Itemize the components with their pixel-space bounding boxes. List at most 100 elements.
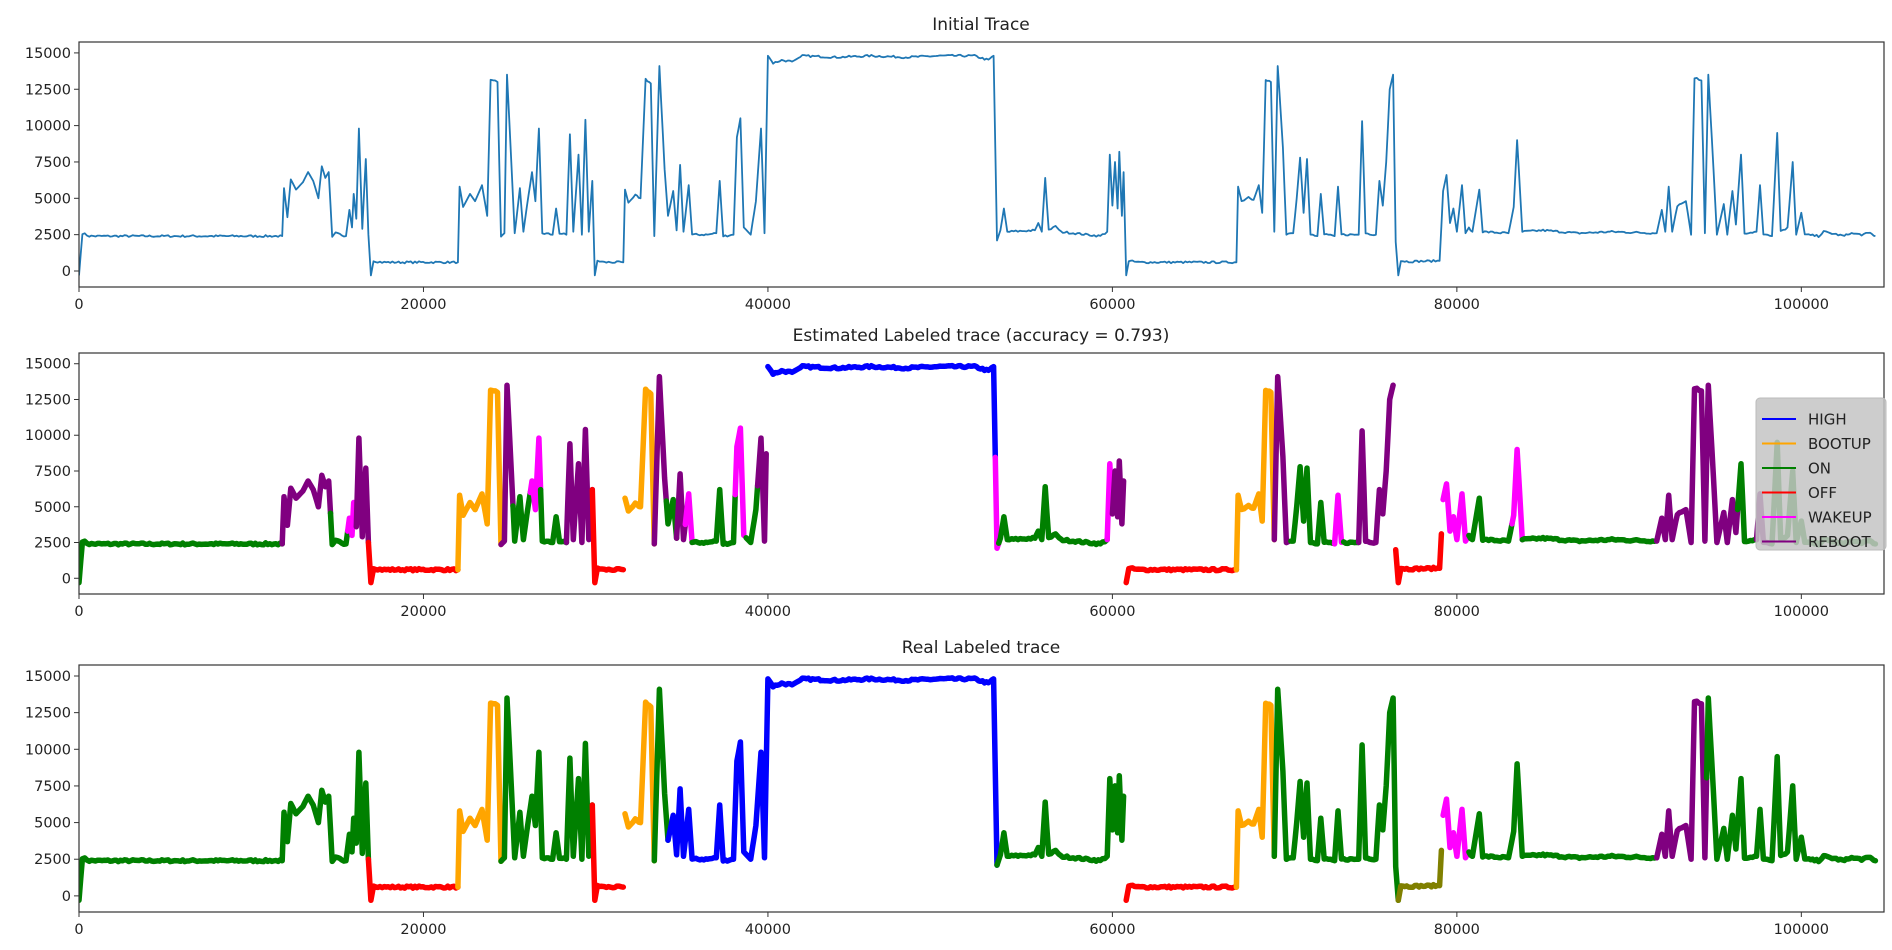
y-tick-label: 2500 [34,228,71,244]
y-tick-label: 0 [62,571,71,587]
segment-reboot [563,426,596,546]
subplot-1: 0 20000 40000 60000 80000 100000 0 2500 5000 7500… [25,352,1885,620]
plot-title-initial: Initial Trace [932,15,1030,35]
legend-label-off: OFF [1808,484,1837,502]
plot-title-estimated: Estimated Labeled trace (accuracy = 0.79… [793,326,1170,346]
x-tick-label: 20000 [400,604,446,620]
y-tick-label: 7500 [34,155,71,171]
segment-off [589,802,627,904]
segment-unlabeled [1395,847,1445,904]
segment-on [498,695,596,864]
segment-wakeup [732,425,747,539]
x-tick-label: 60000 [1089,922,1135,938]
legend-box [1755,397,1887,551]
x-tick-label: 60000 [1089,604,1135,620]
x-tick-label: 80000 [1434,297,1480,313]
x-tick-label: 100000 [1774,297,1829,313]
segment-on [327,510,351,548]
y-tick-label: 7500 [34,464,71,480]
x-tick-label: 0 [74,604,83,620]
x-tick-label: 40000 [745,604,791,620]
segment-reboot [651,373,670,547]
x-tick-label: 100000 [1774,922,1829,938]
segment-on [689,486,738,548]
segment-bootup [1233,387,1278,573]
segment-on [79,538,285,586]
y-tick-label: 0 [62,889,71,905]
legend-label-high: HIGH [1808,411,1847,429]
x-tick-label: 40000 [745,922,791,938]
x-tick-label: 40000 [745,297,791,313]
legend-label-bootup: BOOTUP [1808,435,1871,453]
segment-off [1123,882,1240,904]
y-tick-label: 10000 [25,119,71,135]
x-tick-label: 0 [74,922,83,938]
axes-frame [78,664,1885,913]
y-tick-label: 12500 [25,392,71,408]
y-tick-label: 5000 [34,500,71,516]
y-tick-label: 10000 [25,742,71,758]
axes-frame [78,41,1885,288]
y-tick-label: 7500 [34,779,71,795]
segment-wakeup [1331,492,1345,547]
legend-label-on: ON [1808,460,1831,478]
segment-on [1288,463,1336,547]
segment-on [1466,761,1658,862]
y-tick-label: 12500 [25,706,71,722]
segment-high [765,362,999,461]
segment-reboot [1355,382,1396,546]
subplot-0: 0 20000 40000 60000 80000 100000 0 2500 5000 7500… [25,41,1885,313]
segment-on [1466,495,1515,544]
segment-on [537,486,570,546]
segment-on [743,483,761,546]
segment-reboot [1109,458,1127,527]
x-tick-label: 80000 [1434,604,1480,620]
segment-wakeup [1509,446,1526,543]
x-tick-label: 20000 [400,922,446,938]
segment-wakeup [1440,796,1472,861]
y-tick-label: 10000 [25,428,71,444]
plot-lines [79,53,1876,277]
y-tick-label: 5000 [34,191,71,207]
x-tick-label: 0 [74,297,83,313]
segment-wakeup [527,435,544,513]
segment-on [994,772,1127,868]
segment-on [79,749,372,904]
segment-off [589,486,627,586]
segment-on [1519,534,1658,545]
segment-on [663,496,680,541]
legend: HIGH BOOTUP ON OFF WAKEUP REBOOT [1755,397,1887,551]
y-tick-label: 12500 [25,82,71,98]
axes-frame [78,352,1885,595]
segment-on [1271,686,1402,904]
segment-reboot [754,435,769,544]
segment-reboot [1653,382,1741,546]
segment-bootup [622,699,658,864]
segment-bootup [622,386,658,547]
segment-reboot [279,472,334,547]
trace-line [79,53,1876,277]
segment-reboot [498,382,516,548]
segment-on [1703,695,1879,865]
segment-wakeup [344,499,357,539]
y-tick-label: 15000 [25,46,71,62]
plot-lines [79,362,1879,586]
segment-on [651,686,671,864]
plot-lines [79,675,1879,904]
segment-off [365,856,461,904]
segment-off [1392,531,1445,586]
y-tick-label: 15000 [25,669,71,685]
x-tick-label: 100000 [1774,604,1829,620]
segment-reboot [353,435,372,546]
segment-bootup [455,700,504,890]
y-tick-label: 5000 [34,816,71,832]
segment-reboot [1271,373,1292,546]
segment-wakeup [682,491,695,546]
segment-off [365,539,461,586]
segment-on [510,489,534,544]
segment-wakeup [992,454,1002,551]
y-tick-label: 2500 [34,536,71,552]
segment-bootup [1233,700,1278,890]
x-tick-label: 60000 [1089,297,1135,313]
